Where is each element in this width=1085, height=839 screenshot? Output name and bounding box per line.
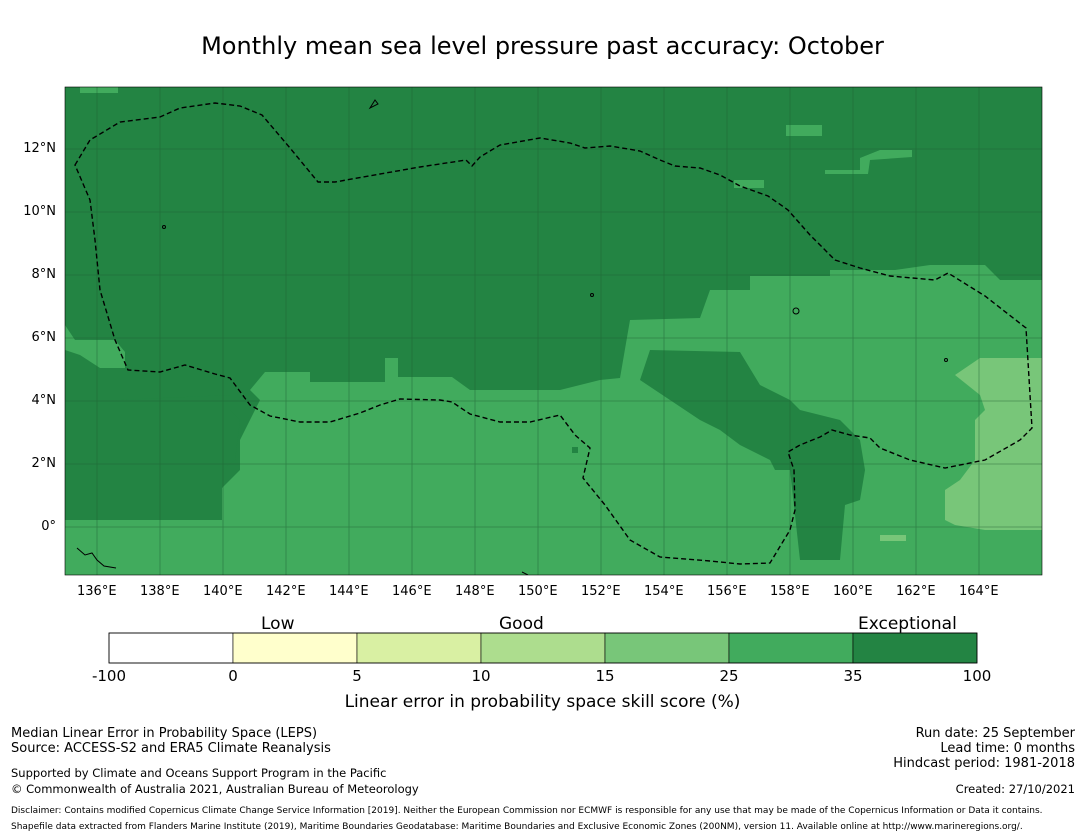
lon-tick-label: 140°E: [203, 584, 243, 599]
graticule: [65, 87, 1042, 575]
colorbar-tick: -100: [91, 667, 127, 685]
very-good-west-patch: [65, 325, 125, 368]
lat-tick-label: 6°N: [31, 330, 57, 345]
colorbar-tick: 10: [471, 667, 491, 685]
category-exceptional: Exceptional: [858, 614, 957, 634]
map-frame: [64, 86, 1043, 576]
footer-copyright: © Commonwealth of Australia 2021, Austra…: [11, 782, 419, 796]
lat-tick-label: 2°N: [31, 456, 57, 471]
colorbar-tick: 15: [595, 667, 615, 685]
lon-tick-label: 142°E: [266, 584, 306, 599]
lon-tick-label: 144°E: [329, 584, 369, 599]
hindcast-period: Hindcast period: 1981-2018: [893, 756, 1075, 771]
lon-tick-label: 164°E: [959, 584, 999, 599]
lon-tick-label: 146°E: [392, 584, 432, 599]
footer-support: Supported by Climate and Oceans Support …: [11, 766, 387, 780]
lat-tick-label: 0°: [41, 519, 56, 534]
lon-tick-label: 152°E: [581, 584, 621, 599]
lon-tick-label: 162°E: [896, 584, 936, 599]
lon-tick-label: 158°E: [770, 584, 810, 599]
shapefile-credit: Shapefile data extracted from Flanders M…: [11, 822, 1023, 832]
lon-tick-label: 148°E: [455, 584, 495, 599]
exceptional-west: [65, 395, 240, 520]
disclaimer: Disclaimer: Contains modified Copernicus…: [11, 806, 1043, 816]
islands: [76, 99, 948, 575]
colorbar-segment-1: [108, 632, 234, 664]
colorbar-segment-3: [356, 632, 482, 664]
lon-tick-label: 150°E: [518, 584, 558, 599]
eez-boundary: [74, 102, 1033, 565]
colorbar-tick: 5: [352, 667, 362, 685]
lat-tick-label: 12°N: [23, 141, 56, 156]
colorbar-segment-7: [852, 632, 978, 664]
run-date: Run date: 25 September: [915, 726, 1075, 741]
footer-source: Source: ACCESS-S2 and ERA5 Climate Reana…: [11, 741, 331, 756]
created-date: Created: 27/10/2021: [955, 782, 1075, 796]
skill-field: [65, 87, 1042, 575]
lead-time: Lead time: 0 months: [940, 741, 1075, 756]
colorbar: [108, 632, 978, 664]
very-good-north-patch: [786, 125, 822, 136]
colorbar-tick: 100: [962, 667, 992, 685]
category-good: Good: [499, 614, 544, 634]
lat-tick-label: 4°N: [31, 393, 57, 408]
colorbar-label: Linear error in probability space skill …: [344, 692, 741, 712]
colorbar-tick: 35: [843, 667, 863, 685]
lon-tick-label: 136°E: [77, 584, 117, 599]
colorbar-tick: 0: [228, 667, 238, 685]
lon-tick-label: 138°E: [140, 584, 180, 599]
lon-tick-label: 160°E: [833, 584, 873, 599]
lon-tick-label: 154°E: [644, 584, 684, 599]
colorbar-segment-6: [728, 632, 854, 664]
exceptional-intrusion: [640, 350, 865, 560]
category-low: Low: [261, 614, 295, 634]
very-good-ne-patch: [825, 150, 912, 174]
page-title: Monthly mean sea level pressure past acc…: [201, 32, 884, 60]
lat-tick-label: 10°N: [23, 204, 56, 219]
colorbar-segment-4: [480, 632, 606, 664]
colorbar-segment-5: [604, 632, 730, 664]
lon-tick-label: 156°E: [707, 584, 747, 599]
footer-method: Median Linear Error in Probability Space…: [11, 726, 318, 741]
lat-tick-label: 8°N: [31, 267, 57, 282]
colorbar-segment-2: [232, 632, 358, 664]
colorbar-tick: 25: [719, 667, 739, 685]
